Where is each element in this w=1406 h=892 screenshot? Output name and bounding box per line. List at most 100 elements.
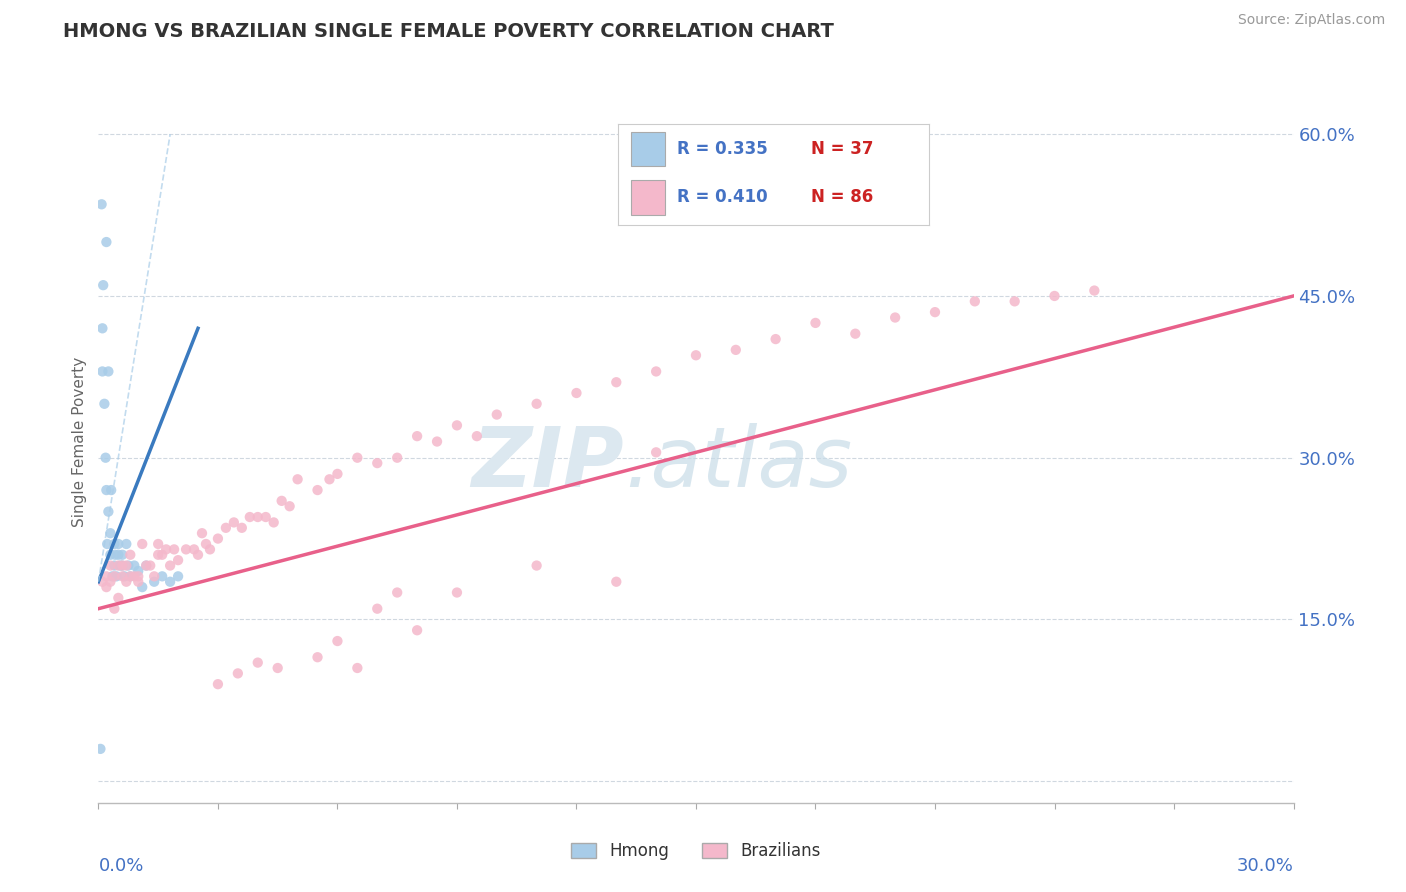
Point [143,574,166,589]
Point [135,558,157,573]
Point [107,537,129,551]
Point [924,305,946,319]
Point [287,472,309,486]
Point [191,526,214,541]
Point [103,537,125,551]
Point [103,558,125,573]
Point [101,569,124,583]
Point [103,569,125,583]
Point [120,548,142,562]
Point [246,510,269,524]
Point [89,742,111,756]
Point [111,558,134,573]
Point [98,548,122,562]
Legend: Hmong, Brazilians: Hmong, Brazilians [564,836,828,867]
Point [105,569,128,583]
Point [1043,289,1066,303]
Point [98,526,122,541]
Point [139,558,162,573]
Point [385,450,409,465]
Point [765,332,787,346]
Point [115,537,138,551]
Point [143,569,166,583]
Text: Source: ZipAtlas.com: Source: ZipAtlas.com [1237,13,1385,28]
Point [115,574,138,589]
Point [278,500,301,514]
Point [111,558,134,573]
Point [155,542,177,557]
Point [246,656,269,670]
Point [107,548,129,562]
Point [187,548,209,562]
Point [167,569,190,583]
Point [159,574,181,589]
Point [1004,294,1026,309]
Point [127,564,149,578]
Text: 0.0%: 0.0% [98,857,143,875]
Text: HMONG VS BRAZILIAN SINGLE FEMALE POVERTY CORRELATION CHART: HMONG VS BRAZILIAN SINGLE FEMALE POVERTY… [63,22,834,41]
Point [844,326,866,341]
Point [526,397,548,411]
Point [96,235,118,249]
Point [346,450,368,465]
Point [131,537,153,551]
Point [406,429,429,443]
Point [645,445,668,459]
Point [107,591,129,605]
Point [963,294,986,309]
Point [222,516,245,530]
Point [605,574,627,589]
Point [148,548,170,562]
Point [97,505,120,519]
Point [605,376,627,390]
Point [226,666,249,681]
Point [318,472,340,486]
Point [124,569,146,583]
Point [91,278,114,293]
Point [96,537,118,551]
Point [103,601,125,615]
Text: .atlas: .atlas [624,423,852,504]
Point [346,661,368,675]
Point [254,510,277,524]
Point [366,601,388,615]
Point [117,558,139,573]
Point [148,537,170,551]
Point [426,434,449,449]
Point [263,516,285,530]
Point [94,450,117,465]
Point [446,418,468,433]
Text: 30.0%: 30.0% [1237,857,1294,875]
Point [326,634,349,648]
Point [207,677,229,691]
Point [115,558,138,573]
Point [150,548,173,562]
Point [91,321,114,335]
Point [91,364,114,378]
Point [96,569,118,583]
Point [267,661,290,675]
Point [385,585,409,599]
Point [127,574,149,589]
Point [174,542,197,557]
Point [111,569,134,583]
Point [120,569,142,583]
Point [804,316,827,330]
Point [91,574,114,589]
Point [159,558,181,573]
Text: ZIP: ZIP [471,423,624,504]
Point [120,569,142,583]
Point [98,558,122,573]
Point [207,532,229,546]
Point [215,521,238,535]
Point [98,574,122,589]
Point [1083,284,1105,298]
Point [104,548,127,562]
Point [163,542,186,557]
Point [131,580,153,594]
Point [100,483,122,497]
Point [93,397,115,411]
Point [307,483,329,497]
Point [724,343,747,357]
Point [111,548,134,562]
